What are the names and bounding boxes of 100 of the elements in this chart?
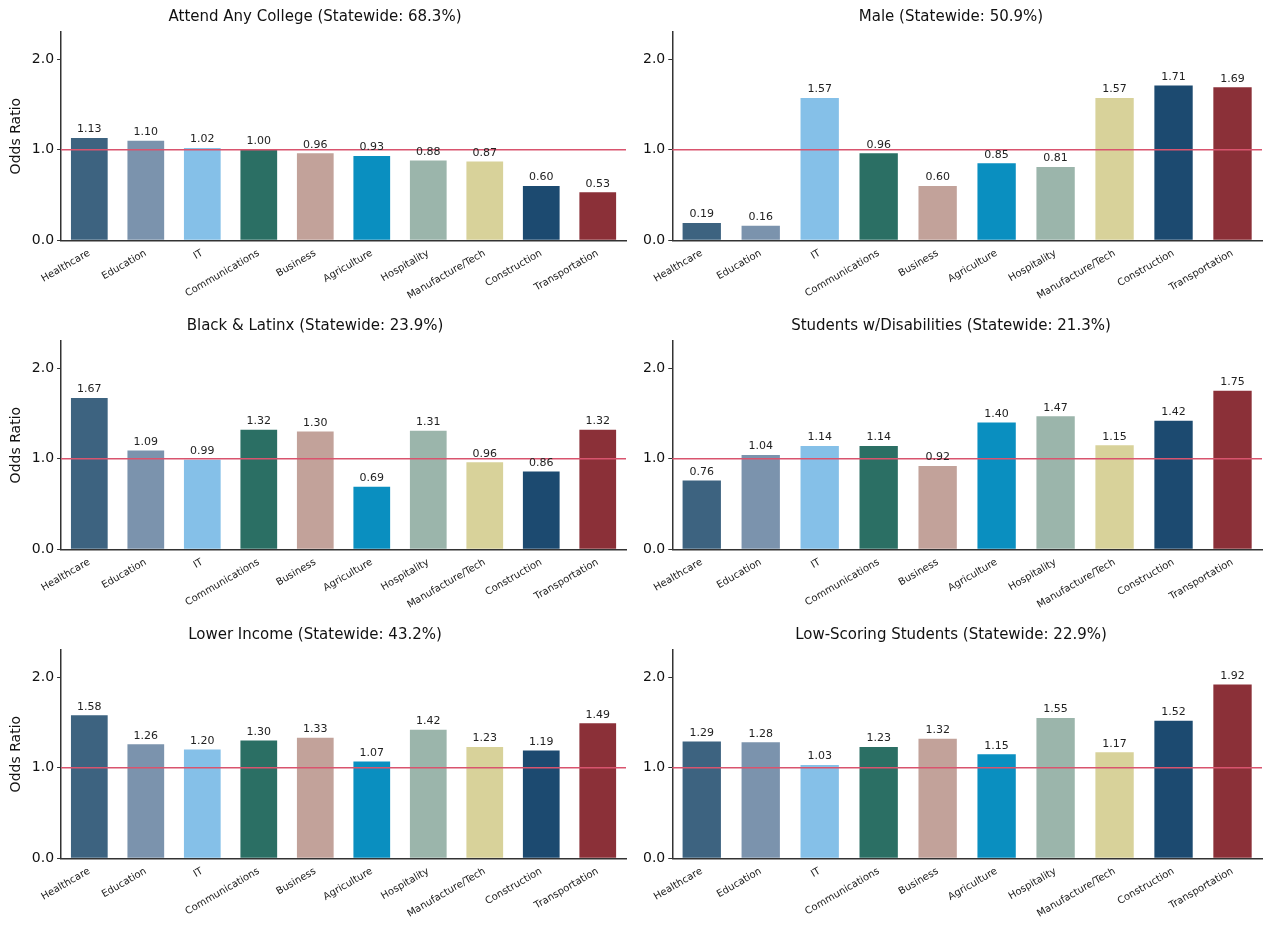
data-label: 0.53 bbox=[585, 176, 610, 190]
data-label: 0.60 bbox=[925, 170, 950, 184]
data-label: 1.30 bbox=[246, 724, 272, 738]
data-label: 1.20 bbox=[190, 733, 215, 747]
data-label: 1.42 bbox=[1161, 405, 1186, 419]
y-tick-label: 0.0 bbox=[31, 848, 55, 865]
bar bbox=[1154, 85, 1193, 240]
data-label: 0.87 bbox=[472, 145, 498, 159]
bar bbox=[409, 160, 447, 240]
y-tick-label: 1.0 bbox=[643, 140, 666, 157]
bar bbox=[918, 185, 957, 240]
y-tick-label: 1.0 bbox=[31, 140, 55, 157]
bar bbox=[466, 161, 504, 240]
data-label: 1.92 bbox=[1220, 668, 1245, 682]
bar bbox=[1095, 752, 1134, 858]
bar bbox=[800, 765, 839, 858]
data-label: 1.57 bbox=[807, 82, 832, 96]
data-label: 1.71 bbox=[1161, 69, 1186, 83]
bar bbox=[296, 431, 334, 549]
bar bbox=[466, 462, 504, 549]
y-tick-label: 2.0 bbox=[643, 49, 666, 66]
data-label: 1.42 bbox=[416, 714, 441, 728]
bar bbox=[682, 480, 721, 549]
bar bbox=[741, 742, 780, 858]
bar bbox=[70, 715, 108, 858]
bar bbox=[800, 446, 839, 549]
bar bbox=[1213, 390, 1252, 549]
data-label: 1.15 bbox=[1102, 429, 1127, 443]
bar bbox=[522, 185, 560, 240]
data-label: 1.04 bbox=[748, 439, 773, 453]
bar bbox=[579, 723, 617, 858]
bar bbox=[353, 761, 391, 858]
bar bbox=[800, 98, 839, 240]
bar bbox=[127, 744, 165, 858]
data-label: 1.57 bbox=[1102, 82, 1127, 96]
data-label: 1.58 bbox=[77, 699, 102, 713]
data-label: 1.19 bbox=[529, 734, 554, 748]
y-axis-title: Odds Ratio bbox=[7, 97, 24, 175]
y-tick-label: 0.0 bbox=[31, 539, 55, 556]
data-label: 1.52 bbox=[1161, 704, 1186, 718]
data-label: 1.23 bbox=[472, 731, 498, 745]
bar bbox=[409, 430, 447, 549]
bar bbox=[1213, 87, 1252, 240]
bar bbox=[579, 192, 617, 240]
y-axis-title: Odds Ratio bbox=[7, 406, 24, 484]
bar bbox=[183, 749, 221, 858]
bar bbox=[183, 459, 221, 549]
data-label: 0.85 bbox=[984, 147, 1009, 161]
data-label: 1.03 bbox=[807, 749, 832, 763]
bar bbox=[127, 450, 165, 549]
data-label: 1.07 bbox=[359, 745, 385, 759]
bar bbox=[977, 163, 1016, 240]
chart-title: Attend Any College (Statewide: 68.3%) bbox=[168, 6, 462, 25]
data-label: 1.17 bbox=[1102, 736, 1127, 750]
data-label: 0.19 bbox=[689, 207, 714, 221]
data-label: 1.32 bbox=[246, 414, 272, 428]
data-label: 1.00 bbox=[246, 134, 272, 148]
y-axis-title: Odds Ratio bbox=[7, 715, 24, 793]
bar bbox=[918, 465, 957, 549]
bar bbox=[296, 737, 334, 858]
data-label: 1.69 bbox=[1220, 71, 1245, 85]
data-label: 1.14 bbox=[866, 430, 891, 444]
chart-title: Low-Scoring Students (Statewide: 22.9%) bbox=[795, 624, 1107, 643]
y-tick-label: 2.0 bbox=[31, 667, 55, 684]
bar bbox=[240, 149, 278, 240]
bar bbox=[70, 137, 108, 240]
data-label: 1.49 bbox=[585, 707, 610, 721]
bar bbox=[353, 156, 391, 240]
bar bbox=[240, 740, 278, 858]
data-label: 1.30 bbox=[303, 415, 328, 429]
data-label: 1.47 bbox=[1043, 400, 1068, 414]
y-tick-label: 2.0 bbox=[31, 49, 55, 66]
bar bbox=[741, 455, 780, 549]
bar bbox=[859, 746, 898, 858]
bar bbox=[682, 741, 721, 858]
bar bbox=[1036, 717, 1075, 858]
y-tick-label: 1.0 bbox=[31, 758, 55, 775]
bar bbox=[859, 153, 898, 240]
data-label: 1.15 bbox=[984, 738, 1009, 752]
bar bbox=[522, 750, 560, 858]
data-label: 1.75 bbox=[1220, 375, 1245, 389]
y-tick-label: 1.0 bbox=[643, 758, 666, 775]
data-label: 0.96 bbox=[303, 137, 328, 151]
chart-title: Black & Latinx (Statewide: 23.9%) bbox=[186, 315, 444, 334]
chart-title: Male (Statewide: 50.9%) bbox=[858, 6, 1044, 25]
data-label: 0.76 bbox=[689, 464, 714, 478]
data-label: 1.28 bbox=[748, 726, 773, 740]
bar bbox=[1036, 416, 1075, 549]
data-label: 1.26 bbox=[133, 728, 159, 742]
data-label: 1.02 bbox=[190, 132, 215, 146]
data-label: 0.81 bbox=[1043, 151, 1068, 165]
data-label: 1.67 bbox=[77, 382, 102, 396]
bar bbox=[70, 398, 108, 549]
bar bbox=[1154, 420, 1193, 549]
data-label: 0.96 bbox=[472, 446, 498, 460]
y-tick-label: 0.0 bbox=[643, 230, 666, 247]
bar bbox=[741, 225, 780, 240]
y-tick-label: 2.0 bbox=[643, 667, 666, 684]
bar bbox=[127, 140, 165, 240]
y-tick-label: 1.0 bbox=[31, 449, 55, 466]
